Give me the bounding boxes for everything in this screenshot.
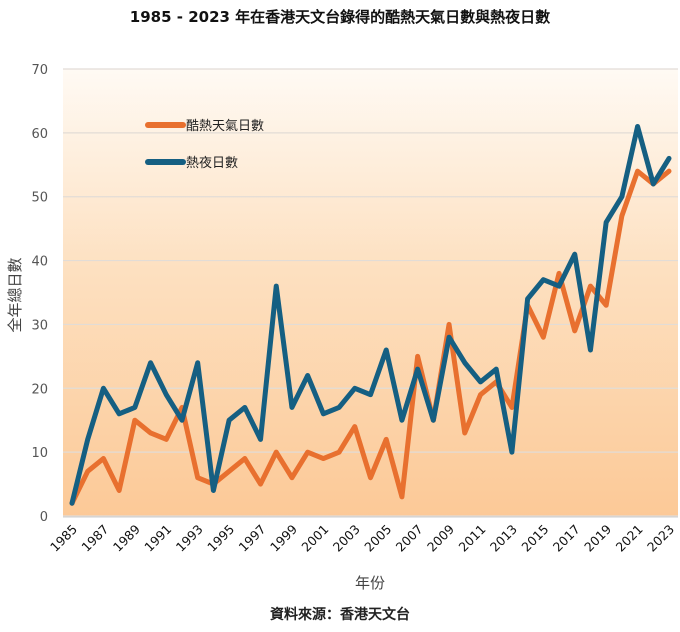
x-tick-label: 2021 [613,522,646,555]
x-tick-label: 1989 [110,521,143,554]
y-tick-label: 10 [31,446,48,461]
x-tick-label: 2009 [424,521,457,554]
y-tick-label: 60 [31,127,48,142]
x-tick-label: 2023 [644,522,677,555]
x-tick-label: 1987 [78,522,111,555]
plot-area [63,69,678,517]
x-tick-label: 2015 [518,522,551,555]
y-tick-label: 70 [31,63,48,78]
legend-label: 熱夜日數 [186,156,238,171]
x-tick-label: 2011 [455,522,488,555]
source-note: 資料來源：香港天文台 [270,607,410,623]
x-tick-label: 1985 [47,522,80,555]
y-tick-label: 30 [31,318,48,333]
x-tick-label: 2013 [487,522,520,555]
y-tick-label: 0 [40,510,48,525]
x-tick-label: 1993 [173,522,206,555]
chart-title: 1985 - 2023 年在香港天文台錄得的酷熱天氣日數與熱夜日數 [129,8,551,26]
y-tick-label: 20 [31,382,48,397]
y-tick-label: 40 [31,255,48,270]
x-tick-label: 2005 [361,522,394,555]
x-tick-label: 2001 [298,522,331,555]
x-tick-label: 1991 [141,522,174,555]
x-tick-label: 2007 [393,522,426,555]
x-tick-label: 2003 [330,522,363,555]
x-tick-label: 1999 [267,521,300,554]
y-axis-label: 全年總日數 [6,257,24,332]
x-axis-label: 年份 [355,574,385,592]
x-tick-label: 2017 [550,522,583,555]
x-tick-label: 2019 [581,521,614,554]
x-tick-label: 1997 [236,522,269,555]
legend-label: 酷熱天氣日數 [186,119,264,134]
x-tick-label: 1995 [204,522,237,555]
y-tick-label: 50 [31,191,48,206]
